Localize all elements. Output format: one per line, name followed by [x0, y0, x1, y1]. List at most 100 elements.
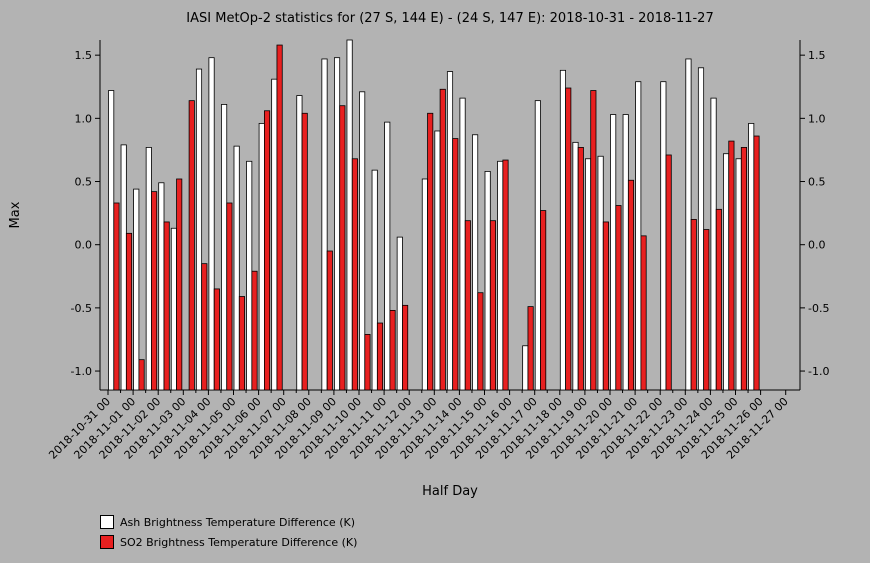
bar-so2 — [577, 147, 584, 391]
bar-ash — [384, 121, 391, 391]
bar-ash — [748, 122, 755, 391]
bar-so2 — [477, 292, 484, 391]
bar-so2 — [489, 220, 496, 391]
bar-ash — [108, 90, 115, 391]
bar-so2 — [113, 202, 120, 391]
legend-label-ash: Ash Brightness Temperature Difference (K… — [120, 515, 355, 529]
bar-ash — [610, 114, 617, 391]
bar-ash — [208, 57, 215, 391]
bar-so2 — [138, 359, 145, 391]
bar-so2 — [540, 210, 547, 391]
bar-ash — [421, 178, 428, 391]
bar-ash — [635, 81, 642, 391]
bar-ash — [685, 58, 692, 391]
bar-so2 — [703, 229, 710, 391]
y-tick-label-right: 1.0 — [808, 112, 826, 125]
bar-so2 — [502, 159, 509, 391]
bar-so2 — [464, 220, 471, 391]
bar-ash — [472, 134, 479, 391]
bar-so2 — [226, 202, 233, 391]
legend: Ash Brightness Temperature Difference (K… — [100, 512, 357, 552]
y-tick-label-left: 0.0 — [75, 239, 93, 252]
bar-so2 — [238, 296, 246, 391]
bar-ash — [446, 71, 454, 391]
bar-ash — [145, 147, 152, 391]
bar-ash — [296, 95, 303, 391]
bar-so2 — [276, 44, 283, 391]
y-tick-label-right: 0.5 — [808, 176, 826, 189]
bar-ash — [221, 104, 228, 391]
bar-so2 — [452, 138, 459, 391]
bar-so2 — [339, 105, 346, 391]
bar-so2 — [188, 100, 195, 391]
bar-ash — [158, 182, 165, 391]
bar-so2 — [176, 178, 183, 391]
bar-ash — [585, 158, 592, 391]
bar-so2 — [627, 179, 635, 391]
y-tick-label-left: 1.5 — [75, 49, 93, 62]
y-tick-label-left: -0.5 — [71, 302, 92, 315]
bar-so2 — [402, 304, 409, 391]
bar-ash — [622, 114, 629, 391]
bar-so2 — [251, 270, 258, 391]
bar-so2 — [602, 221, 609, 391]
bar-ash — [333, 57, 341, 391]
bar-ash — [660, 81, 667, 391]
bar-so2 — [301, 112, 308, 391]
bar-ash — [321, 58, 328, 391]
bar-so2 — [715, 208, 722, 391]
bar-so2 — [753, 135, 760, 391]
bar-ash — [572, 141, 579, 391]
bar-ash — [359, 91, 366, 391]
bar-so2 — [151, 191, 158, 391]
y-tick-label-right: -1.0 — [808, 365, 829, 378]
bar-ash — [120, 144, 127, 391]
bar-ash — [597, 155, 604, 391]
bar-ash — [396, 236, 403, 391]
bar-ash — [559, 69, 566, 391]
bar-so2 — [690, 219, 697, 391]
bar-ash — [371, 169, 378, 391]
bar-ash — [497, 160, 504, 391]
bar-so2 — [640, 235, 647, 391]
bar-ash — [484, 171, 491, 391]
legend-swatch-ash — [100, 515, 114, 529]
y-tick-label-right: 1.5 — [808, 49, 826, 62]
bar-ash — [697, 67, 705, 391]
y-tick-label-left: 0.5 — [75, 176, 93, 189]
bar-so2 — [590, 90, 597, 391]
bar-ash — [735, 158, 742, 391]
bar-so2 — [665, 154, 672, 391]
bar-so2 — [728, 140, 735, 391]
bar-so2 — [376, 322, 384, 391]
y-axis-label: Max — [8, 201, 23, 228]
bar-so2 — [125, 232, 133, 391]
bar-so2 — [740, 147, 747, 391]
y-tick-label-right: 0.0 — [808, 239, 826, 252]
bar-so2 — [527, 306, 534, 391]
legend-item-ash: Ash Brightness Temperature Difference (K… — [100, 512, 357, 532]
y-tick-label-left: -1.0 — [71, 365, 92, 378]
bar-ash — [246, 160, 253, 391]
y-tick-label-left: 1.0 — [75, 112, 93, 125]
bar-so2 — [389, 309, 396, 391]
bar-so2 — [201, 263, 208, 391]
bar-so2 — [326, 250, 333, 391]
bar-ash — [133, 188, 140, 391]
bar-so2 — [213, 288, 220, 391]
plot-area: -1.0 -1.0 -0.5 -0.5 0.0 0.0 0.5 0.5 1.0 1.0 1.5 1.5… — [46, 39, 829, 462]
bar-ash — [170, 227, 177, 391]
bar-ash — [434, 130, 441, 391]
bar-so2 — [427, 112, 434, 391]
bar-so2 — [439, 88, 446, 391]
bar-so2 — [565, 87, 572, 391]
legend-label-so2: SO2 Brightness Temperature Difference (K… — [120, 535, 358, 549]
bar-so2 — [364, 334, 371, 391]
bar-so2 — [263, 110, 271, 391]
bar-ash — [195, 68, 203, 391]
bar-so2 — [163, 221, 170, 391]
bar-ash — [710, 97, 717, 391]
bar-ash — [233, 145, 240, 391]
legend-swatch-so2 — [100, 535, 114, 549]
